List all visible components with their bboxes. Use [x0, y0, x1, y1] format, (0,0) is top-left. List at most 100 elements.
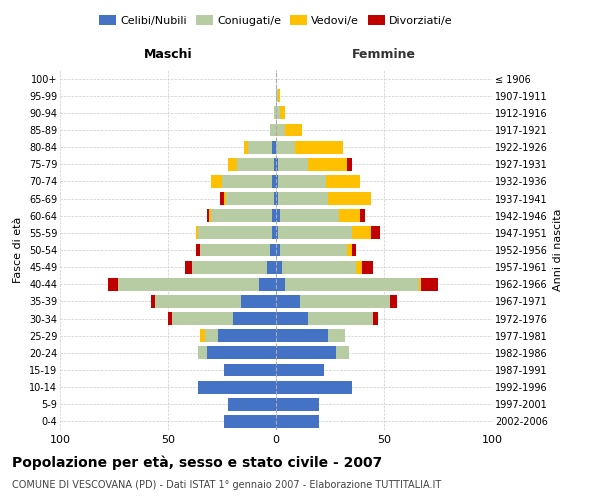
Bar: [229, 398, 276, 410]
Bar: [276, 295, 300, 308]
Bar: [248, 140, 272, 153]
Bar: [373, 312, 377, 325]
Bar: [276, 226, 278, 239]
Bar: [211, 210, 272, 222]
Bar: [276, 175, 278, 188]
Bar: [209, 210, 211, 222]
Bar: [276, 140, 295, 153]
Bar: [222, 175, 272, 188]
Bar: [224, 415, 276, 428]
Bar: [274, 106, 276, 120]
Bar: [226, 192, 274, 205]
Bar: [352, 226, 371, 239]
Bar: [211, 175, 222, 188]
Bar: [200, 330, 205, 342]
Bar: [151, 295, 155, 308]
Legend: Celibi/Nubili, Coniugati/e, Vedovi/e, Divorziati/e: Celibi/Nubili, Coniugati/e, Vedovi/e, Di…: [95, 11, 457, 30]
Bar: [347, 158, 352, 170]
Bar: [274, 192, 276, 205]
Bar: [280, 210, 338, 222]
Bar: [300, 295, 391, 308]
Bar: [276, 260, 283, 274]
Y-axis label: Anni di nascita: Anni di nascita: [553, 209, 563, 291]
Bar: [198, 380, 276, 394]
Bar: [276, 415, 319, 428]
Text: Femmine: Femmine: [352, 48, 416, 60]
Bar: [220, 192, 224, 205]
Bar: [356, 260, 362, 274]
Bar: [259, 278, 276, 290]
Bar: [276, 192, 278, 205]
Bar: [338, 210, 360, 222]
Text: COMUNE DI VESCOVANA (PD) - Dati ISTAT 1° gennaio 2007 - Elaborazione TUTTITALIA.: COMUNE DI VESCOVANA (PD) - Dati ISTAT 1°…: [12, 480, 441, 490]
Bar: [328, 192, 371, 205]
Bar: [207, 210, 209, 222]
Bar: [274, 158, 276, 170]
Bar: [278, 192, 328, 205]
Bar: [295, 140, 343, 153]
Bar: [284, 278, 419, 290]
Bar: [360, 210, 365, 222]
Bar: [280, 244, 347, 256]
Bar: [278, 90, 280, 102]
Text: Popolazione per età, sesso e stato civile - 2007: Popolazione per età, sesso e stato civil…: [12, 455, 382, 469]
Bar: [155, 295, 241, 308]
Bar: [276, 278, 284, 290]
Bar: [276, 210, 280, 222]
Bar: [269, 124, 276, 136]
Bar: [272, 210, 276, 222]
Bar: [172, 312, 233, 325]
Bar: [118, 278, 259, 290]
Bar: [278, 175, 326, 188]
Bar: [272, 140, 276, 153]
Bar: [337, 346, 349, 360]
Bar: [326, 175, 360, 188]
Bar: [107, 278, 118, 290]
Bar: [276, 398, 319, 410]
Bar: [347, 244, 352, 256]
Bar: [229, 158, 237, 170]
Bar: [276, 90, 278, 102]
Bar: [272, 175, 276, 188]
Bar: [268, 260, 276, 274]
Bar: [168, 312, 172, 325]
Bar: [284, 124, 302, 136]
Bar: [352, 244, 356, 256]
Bar: [278, 158, 308, 170]
Bar: [419, 278, 421, 290]
Bar: [283, 260, 356, 274]
Bar: [224, 192, 226, 205]
Bar: [200, 244, 269, 256]
Bar: [272, 226, 276, 239]
Bar: [276, 346, 337, 360]
Bar: [308, 158, 347, 170]
Bar: [198, 346, 207, 360]
Bar: [391, 295, 397, 308]
Bar: [196, 226, 198, 239]
Bar: [308, 312, 373, 325]
Bar: [362, 260, 373, 274]
Bar: [218, 330, 276, 342]
Bar: [276, 330, 328, 342]
Bar: [241, 295, 276, 308]
Bar: [276, 124, 284, 136]
Bar: [278, 226, 352, 239]
Text: Maschi: Maschi: [143, 48, 193, 60]
Bar: [276, 312, 308, 325]
Bar: [192, 260, 268, 274]
Bar: [276, 158, 278, 170]
Bar: [207, 346, 276, 360]
Bar: [280, 106, 284, 120]
Y-axis label: Fasce di età: Fasce di età: [13, 217, 23, 283]
Bar: [185, 260, 192, 274]
Bar: [276, 106, 280, 120]
Bar: [269, 244, 276, 256]
Bar: [198, 226, 272, 239]
Bar: [224, 364, 276, 376]
Bar: [276, 244, 280, 256]
Bar: [196, 244, 200, 256]
Bar: [421, 278, 438, 290]
Bar: [276, 380, 352, 394]
Bar: [244, 140, 248, 153]
Bar: [233, 312, 276, 325]
